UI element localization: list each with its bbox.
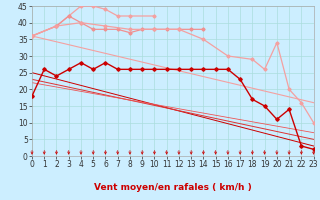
X-axis label: Vent moyen/en rafales ( km/h ): Vent moyen/en rafales ( km/h ) xyxy=(94,183,252,192)
